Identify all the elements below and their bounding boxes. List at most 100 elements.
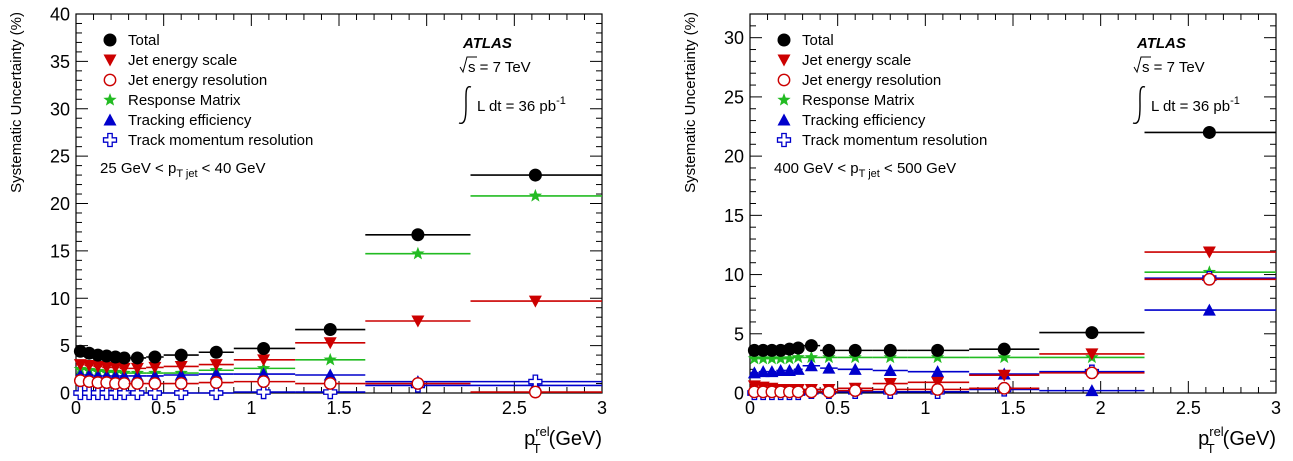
data-point xyxy=(209,376,223,389)
legend-marker xyxy=(777,54,791,67)
range-sub: T jet xyxy=(176,168,197,180)
series-response-matrix xyxy=(73,188,602,379)
legend-label: Jet energy resolution xyxy=(128,72,267,89)
data-point xyxy=(747,366,761,379)
data-point xyxy=(883,383,897,396)
atlas-label: ATLAS xyxy=(1136,35,1186,52)
jet-pt-range-label: 25 GeV < pT jet < 40 GeV xyxy=(100,160,265,180)
data-point xyxy=(323,377,337,390)
x-tick-label: 3 xyxy=(1271,398,1281,418)
data-point xyxy=(174,368,188,381)
x-tick-label: 0.5 xyxy=(151,398,176,418)
range-suffix: < 500 GeV xyxy=(880,160,956,177)
data-point xyxy=(1085,326,1099,340)
data-point xyxy=(765,365,779,378)
data-point xyxy=(528,188,543,202)
y-tick-label: 25 xyxy=(724,87,744,107)
y-tick-label: 40 xyxy=(50,5,70,25)
x-axis-label-main: p xyxy=(1198,428,1209,450)
y-tick-label: 0 xyxy=(734,384,744,404)
y-tick-label: 10 xyxy=(724,265,744,285)
energy-root: s xyxy=(1142,59,1150,76)
y-tick-label: 0 xyxy=(60,384,70,404)
data-point xyxy=(1202,246,1216,259)
x-tick-label: 2 xyxy=(1096,398,1106,418)
series-jet-energy-resolution xyxy=(747,272,1276,399)
x-tick-label: 1 xyxy=(920,398,930,418)
legend-label: Total xyxy=(128,32,160,49)
x-tick-label: 2 xyxy=(422,398,432,418)
range-prefix: 400 GeV < p xyxy=(774,160,859,177)
legend-marker xyxy=(776,132,792,148)
data-point xyxy=(774,363,788,376)
data-point xyxy=(411,246,425,260)
y-tick-label: 15 xyxy=(50,241,70,261)
data-point xyxy=(931,343,945,357)
x-tick-label: 3 xyxy=(597,398,607,418)
y-axis-label: Systematic Uncertainty (%) xyxy=(682,12,699,193)
x-axis-label-sup: rel xyxy=(535,424,550,439)
legend-label: Tracking efficiency xyxy=(128,112,252,129)
data-point xyxy=(148,361,162,374)
data-point xyxy=(148,377,162,390)
data-point xyxy=(756,351,770,365)
atlas-label: ATLAS xyxy=(462,35,512,52)
data-point xyxy=(804,350,819,364)
data-point xyxy=(931,365,945,378)
data-point xyxy=(130,351,144,365)
data-point xyxy=(257,341,271,355)
data-point xyxy=(100,361,114,374)
data-point xyxy=(130,362,144,375)
data-point xyxy=(1202,125,1216,139)
data-point xyxy=(883,343,897,357)
energy-rest: = 7 TeV xyxy=(476,59,531,76)
series-tracking-efficiency xyxy=(747,303,1276,397)
energy-root: s xyxy=(468,59,476,76)
data-point xyxy=(209,345,223,359)
range-prefix: 25 GeV < p xyxy=(100,160,176,177)
data-point xyxy=(130,377,144,390)
data-point xyxy=(257,375,271,389)
data-point xyxy=(117,377,131,390)
data-point xyxy=(997,350,1011,364)
legend-marker xyxy=(777,93,791,106)
legend-label: Tracking efficiency xyxy=(802,112,926,129)
data-layer xyxy=(747,125,1276,401)
data-point xyxy=(1202,303,1216,316)
data-layer xyxy=(73,168,602,401)
y-axis-label: Systematic Uncertainty (%) xyxy=(8,12,25,193)
range-sub: T jet xyxy=(859,168,880,180)
x-axis-label: prel T (GeV) xyxy=(524,424,602,456)
y-tick-label: 20 xyxy=(50,194,70,214)
luminosity-text: L dt = 36 pb xyxy=(477,98,556,115)
data-point xyxy=(804,339,818,353)
data-point xyxy=(822,343,836,357)
data-point xyxy=(91,360,105,373)
data-point xyxy=(1085,366,1099,380)
y-tick-label: 5 xyxy=(60,336,70,356)
data-point xyxy=(848,343,862,357)
series-total xyxy=(73,168,602,365)
data-point xyxy=(997,342,1011,356)
data-point xyxy=(147,385,163,401)
series-jet-energy-resolution xyxy=(73,374,602,399)
data-point xyxy=(209,367,223,380)
data-point xyxy=(782,363,796,376)
series-total xyxy=(747,125,1276,357)
x-tick-label: 1.5 xyxy=(326,398,351,418)
data-point xyxy=(411,315,425,328)
legend: Total Jet energy scale Jet energy resoluti… xyxy=(102,32,313,149)
data-point xyxy=(804,385,818,399)
data-point xyxy=(848,384,862,398)
data-point xyxy=(822,361,836,374)
x-axis-label-sup: rel xyxy=(1209,424,1224,439)
y-tick-label: 30 xyxy=(724,28,744,48)
luminosity-label: L dt = 36 pb-1 xyxy=(1151,95,1240,115)
axes xyxy=(75,13,603,394)
legend-label: Track momentum resolution xyxy=(128,132,313,149)
data-point xyxy=(747,351,762,365)
range-suffix: < 40 GeV xyxy=(198,160,266,177)
legend-marker xyxy=(103,33,117,47)
data-point xyxy=(130,385,145,401)
